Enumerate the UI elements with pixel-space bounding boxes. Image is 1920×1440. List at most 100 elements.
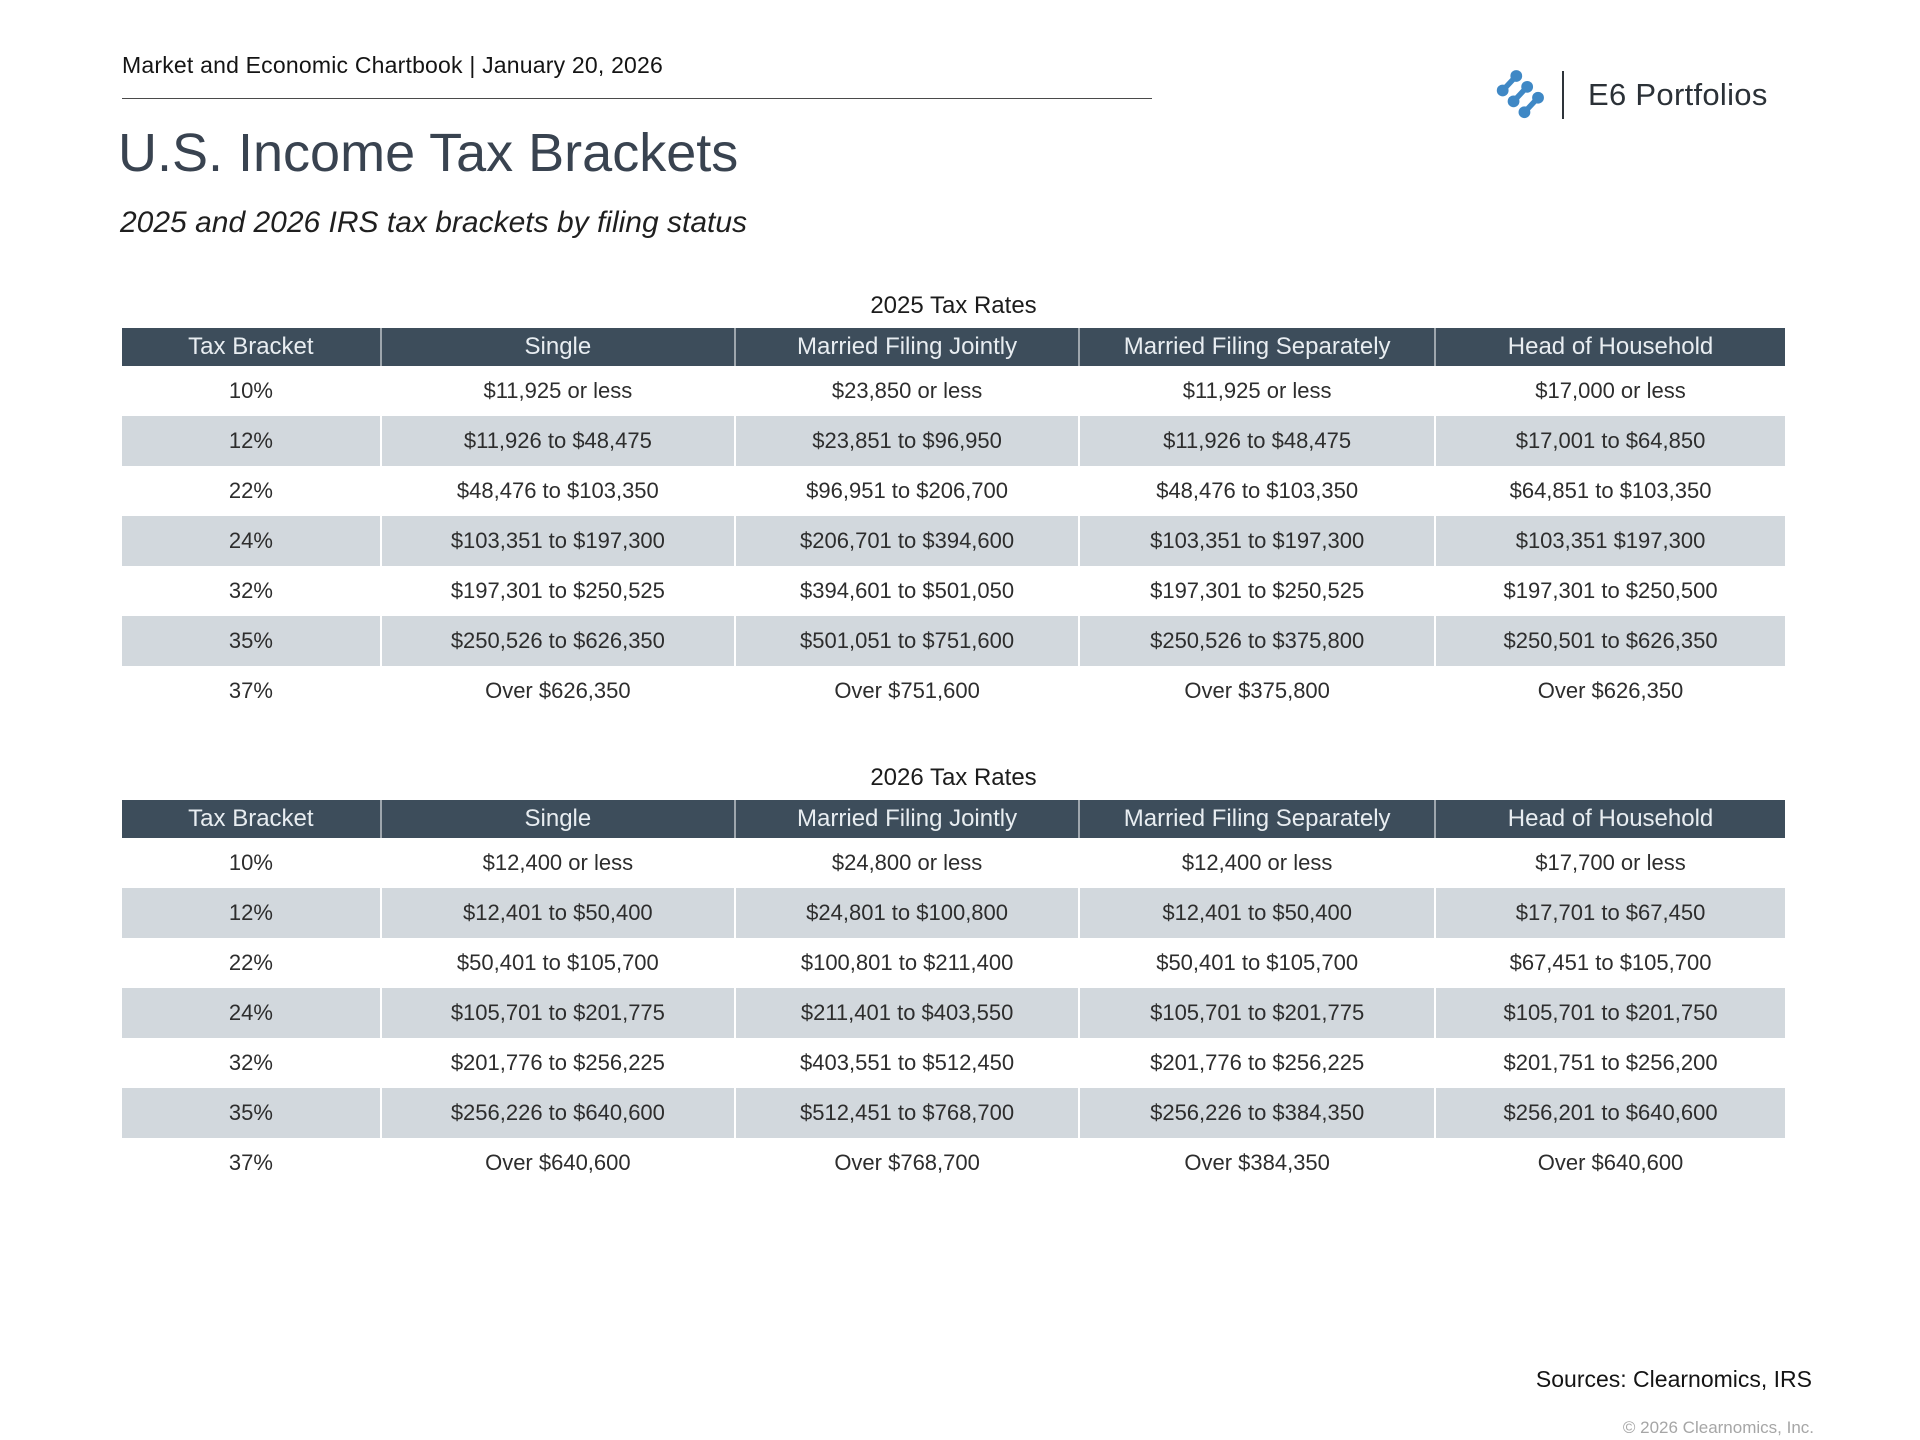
income-range-cell: $24,800 or less xyxy=(733,838,1078,888)
income-range-cell: $512,451 to $768,700 xyxy=(733,1088,1078,1138)
income-range-cell: $250,526 to $375,800 xyxy=(1078,616,1434,666)
income-range-cell: $197,301 to $250,525 xyxy=(1078,566,1434,616)
column-header: Single xyxy=(379,800,734,838)
income-range-cell: $103,351 to $197,300 xyxy=(379,516,734,566)
table-row: 24% $103,351 to $197,300 $206,701 to $394,… xyxy=(122,516,1785,566)
income-range-cell: $197,301 to $250,500 xyxy=(1434,566,1785,616)
table-row: 37% Over $626,350 Over $751,600 Over $375,8… xyxy=(122,666,1785,716)
tax-bracket-cell: 35% xyxy=(228,1100,273,1125)
tax-bracket-cell: 10% xyxy=(228,850,273,875)
table-row: 10% $12,400 or less $24,800 or less $12,400… xyxy=(122,838,1785,888)
income-range-cell: Over $384,350 xyxy=(1078,1138,1434,1188)
tax-bracket-cell: 37% xyxy=(228,1150,273,1175)
column-header: Married Filing Jointly xyxy=(733,328,1078,366)
income-range-cell: $100,801 to $211,400 xyxy=(733,938,1078,988)
page-title: U.S. Income Tax Brackets xyxy=(118,123,739,183)
income-range-cell: $201,776 to $256,225 xyxy=(1078,1038,1434,1088)
income-range-cell: $501,051 to $751,600 xyxy=(733,616,1078,666)
header-divider xyxy=(122,98,1152,99)
table-row: 35% $250,526 to $626,350 $501,051 to $751,… xyxy=(122,616,1785,666)
income-range-cell: $96,951 to $206,700 xyxy=(733,466,1078,516)
table-row: 12% $11,926 to $48,475 $23,851 to $96,950 $… xyxy=(122,416,1785,466)
table-header-row: Tax Bracket Single Married Filing Jointly M… xyxy=(122,800,1785,838)
tax-bracket-cell: 37% xyxy=(228,678,273,703)
income-range-cell: $12,400 or less xyxy=(1078,838,1434,888)
tax-bracket-cell: 24% xyxy=(228,1000,273,1025)
tax-bracket-cell: 24% xyxy=(228,528,273,553)
table-row: 35% $256,226 to $640,600 $512,451 to $768,… xyxy=(122,1088,1785,1138)
income-range-cell: $201,776 to $256,225 xyxy=(379,1038,734,1088)
column-header: Head of Household xyxy=(1434,800,1785,838)
table-row: 10% $11,925 or less $23,850 or less $11,925… xyxy=(122,366,1785,416)
logo-text: E6 Portfolios xyxy=(1588,77,1768,112)
income-range-cell: $12,400 or less xyxy=(379,838,734,888)
table-caption-2026: 2026 Tax Rates xyxy=(870,764,1037,791)
income-range-cell: $64,851 to $103,350 xyxy=(1434,466,1785,516)
income-range-cell: $50,401 to $105,700 xyxy=(1078,938,1434,988)
logo-divider xyxy=(1562,71,1564,119)
e6-logo-icon xyxy=(1496,70,1544,119)
income-range-cell: $256,226 to $384,350 xyxy=(1078,1088,1434,1138)
column-header: Tax Bracket xyxy=(188,805,314,832)
income-range-cell: $48,476 to $103,350 xyxy=(1078,466,1434,516)
income-range-cell: $23,851 to $96,950 xyxy=(733,416,1078,466)
income-range-cell: $197,301 to $250,525 xyxy=(379,566,734,616)
table-caption-2025: 2025 Tax Rates xyxy=(870,292,1037,319)
income-range-cell: $256,226 to $640,600 xyxy=(379,1088,734,1138)
income-range-cell: $105,701 to $201,775 xyxy=(379,988,734,1038)
income-range-cell: $250,526 to $626,350 xyxy=(379,616,734,666)
income-range-cell: $11,925 or less xyxy=(379,366,734,416)
income-range-cell: Over $626,350 xyxy=(379,666,734,716)
income-range-cell: $50,401 to $105,700 xyxy=(379,938,734,988)
tax-table-2025: 2025 Tax Rates Tax Bracket Single Married … xyxy=(122,292,1785,716)
tax-bracket-cell: 32% xyxy=(228,1050,273,1075)
income-range-cell: $23,850 or less xyxy=(733,366,1078,416)
column-header: Single xyxy=(379,328,734,366)
page-subtitle: 2025 and 2026 IRS tax brackets by filing… xyxy=(120,206,748,239)
table-row: 12% $12,401 to $50,400 $24,801 to $100,800… xyxy=(122,888,1785,938)
table-row: 22% $50,401 to $105,700 $100,801 to $211,4… xyxy=(122,938,1785,988)
column-header: Married Filing Jointly xyxy=(733,800,1078,838)
income-range-cell: $394,601 to $501,050 xyxy=(733,566,1078,616)
income-range-cell: $17,001 to $64,850 xyxy=(1434,416,1785,466)
table-header-row: Tax Bracket Single Married Filing Jointly M… xyxy=(122,328,1785,366)
column-header: Married Filing Separately xyxy=(1078,328,1434,366)
income-range-cell: Over $768,700 xyxy=(733,1138,1078,1188)
table-row: 32% $197,301 to $250,525 $394,601 to $501,… xyxy=(122,566,1785,616)
income-range-cell: $256,201 to $640,600 xyxy=(1434,1088,1785,1138)
income-range-cell: Over $375,800 xyxy=(1078,666,1434,716)
logo: E6 Portfolios xyxy=(1490,64,1768,126)
table-grid: Tax Bracket Single Married Filing Jointly M… xyxy=(122,328,1785,716)
income-range-cell: $103,351 to $197,300 xyxy=(1078,516,1434,566)
income-range-cell: $206,701 to $394,600 xyxy=(733,516,1078,566)
table-row: 24% $105,701 to $201,775 $211,401 to $403,… xyxy=(122,988,1785,1038)
income-range-cell: $48,476 to $103,350 xyxy=(379,466,734,516)
income-range-cell: $105,701 to $201,775 xyxy=(1078,988,1434,1038)
income-range-cell: $67,451 to $105,700 xyxy=(1434,938,1785,988)
table-row: 32% $201,776 to $256,225 $403,551 to $512,… xyxy=(122,1038,1785,1088)
copyright-text: © 2026 Clearnomics, Inc. xyxy=(1622,1418,1814,1437)
table-row: 22% $48,476 to $103,350 $96,951 to $206,70… xyxy=(122,466,1785,516)
column-header: Married Filing Separately xyxy=(1078,800,1434,838)
income-range-cell: $105,701 to $201,750 xyxy=(1434,988,1785,1038)
income-range-cell: Over $640,600 xyxy=(1434,1138,1785,1188)
income-range-cell: $103,351 $197,300 xyxy=(1434,516,1785,566)
income-range-cell: $17,700 or less xyxy=(1434,838,1785,888)
table-row: 37% Over $640,600 Over $768,700 Over $384,3… xyxy=(122,1138,1785,1188)
income-range-cell: $11,926 to $48,475 xyxy=(1078,416,1434,466)
tax-bracket-cell: 35% xyxy=(228,628,273,653)
income-range-cell: $12,401 to $50,400 xyxy=(1078,888,1434,938)
tax-bracket-cell: 32% xyxy=(228,578,273,603)
chartbook-header: Market and Economic Chartbook | January … xyxy=(122,52,664,78)
income-range-cell: Over $640,600 xyxy=(379,1138,734,1188)
income-range-cell: $17,701 to $67,450 xyxy=(1434,888,1785,938)
tax-bracket-cell: 22% xyxy=(228,478,273,503)
income-range-cell: $201,751 to $256,200 xyxy=(1434,1038,1785,1088)
income-range-cell: $24,801 to $100,800 xyxy=(733,888,1078,938)
income-range-cell: Over $751,600 xyxy=(733,666,1078,716)
income-range-cell: $211,401 to $403,550 xyxy=(733,988,1078,1038)
income-range-cell: $12,401 to $50,400 xyxy=(379,888,734,938)
tax-table-2026: 2026 Tax Rates Tax Bracket Single Married … xyxy=(122,764,1785,1188)
tax-bracket-cell: 12% xyxy=(228,428,273,453)
